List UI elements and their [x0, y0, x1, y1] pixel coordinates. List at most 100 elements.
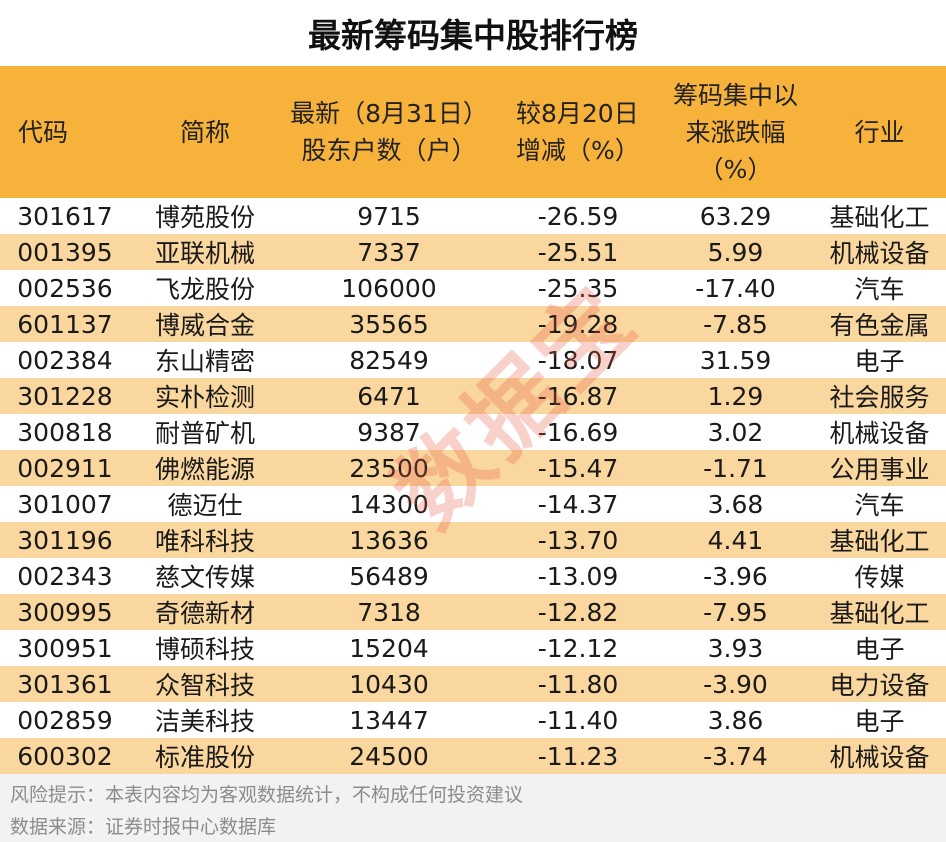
- cell-change: -14.37: [537, 489, 619, 519]
- cell-name: 唯科科技: [154, 527, 255, 556]
- table-row: 300818 耐普矿机 9387 -16.69 3.02 机械设备: [0, 414, 946, 450]
- cell-name: 东山精密: [154, 347, 255, 376]
- header-name: 简称: [179, 117, 230, 147]
- cell-holders: 9715: [357, 201, 421, 231]
- cell-change: -25.35: [537, 273, 619, 303]
- cell-holders: 14300: [349, 489, 429, 519]
- table-row: 601137 博威合金 35565 -19.28 -7.85 有色金属: [0, 306, 946, 342]
- cell-name: 标准股份: [154, 743, 255, 772]
- cell-name: 慈文传媒: [154, 563, 255, 592]
- cell-industry: 机械设备: [829, 419, 930, 448]
- cell-code: 301196: [17, 525, 113, 555]
- cell-name: 耐普矿机: [154, 419, 255, 448]
- cell-holders: 15204: [349, 633, 429, 663]
- table-row: 002536 飞龙股份 106000 -25.35 -17.40 汽车: [0, 270, 946, 306]
- cell-gain: 4.41: [707, 525, 764, 555]
- cell-code: 300995: [17, 597, 113, 627]
- table-row: 002859 洁美科技 13447 -11.40 3.86 电子: [0, 702, 946, 738]
- cell-industry: 传媒: [854, 563, 905, 592]
- cell-code: 301617: [17, 201, 113, 231]
- cell-holders: 35565: [349, 309, 429, 339]
- cell-change: -25.51: [537, 237, 619, 267]
- header-gain-line3: （%）: [698, 154, 773, 184]
- cell-change: -11.80: [537, 669, 619, 699]
- cell-change: -18.07: [537, 345, 619, 375]
- cell-name: 奇德新材: [154, 599, 255, 628]
- cell-holders: 7337: [357, 237, 421, 267]
- cell-holders: 13636: [349, 525, 429, 555]
- cell-industry: 电力设备: [829, 671, 930, 700]
- cell-name: 博威合金: [154, 311, 255, 340]
- cell-holders: 13447: [349, 705, 429, 735]
- cell-holders: 24500: [349, 741, 429, 771]
- cell-gain: 63.29: [699, 201, 772, 231]
- cell-change: -11.40: [537, 705, 619, 735]
- cell-code: 002343: [17, 561, 113, 591]
- cell-industry: 机械设备: [829, 743, 930, 772]
- cell-code: 301228: [17, 381, 113, 411]
- table-row: 002343 慈文传媒 56489 -13.09 -3.96 传媒: [0, 558, 946, 594]
- cell-name: 博苑股份: [154, 203, 255, 232]
- cell-code: 600302: [17, 741, 113, 771]
- cell-name: 洁美科技: [154, 707, 255, 736]
- cell-industry: 基础化工: [829, 599, 930, 628]
- cell-gain: -17.40: [695, 273, 776, 303]
- page-title: 最新筹码集中股排行榜: [0, 0, 946, 67]
- header-change-line1: 较8月20日: [516, 99, 639, 128]
- cell-holders: 56489: [349, 561, 429, 591]
- cell-code: 301007: [17, 489, 113, 519]
- table-row: 301196 唯科科技 13636 -13.70 4.41 基础化工: [0, 522, 946, 558]
- cell-name: 实朴检测: [154, 383, 255, 412]
- cell-gain: 3.02: [707, 417, 764, 447]
- cell-change: -12.82: [537, 597, 619, 627]
- header-holders-line1: 最新（8月31日）: [290, 99, 488, 128]
- cell-code: 002859: [17, 705, 113, 735]
- cell-code: 001395: [17, 237, 113, 267]
- header-change: 较8月20日 增减（%）: [498, 66, 658, 198]
- table-row: 300995 奇德新材 7318 -12.82 -7.95 基础化工: [0, 594, 946, 630]
- cell-holders: 9387: [357, 417, 421, 447]
- data-source: 数据来源：证券时报中心数据库: [10, 816, 277, 838]
- cell-change: -12.12: [537, 633, 619, 663]
- header-gain-line2: 来涨跌幅: [685, 117, 786, 147]
- cell-industry: 电子: [854, 635, 905, 664]
- cell-code: 301361: [17, 669, 113, 699]
- footer: 风险提示：本表内容均为客观数据统计，不构成任何投资建议 数据来源：证券时报中心数…: [0, 774, 946, 842]
- cell-gain: -7.85: [703, 309, 768, 339]
- cell-change: -16.69: [537, 417, 619, 447]
- table-row: 301228 实朴检测 6471 -16.87 1.29 社会服务: [0, 378, 946, 414]
- cell-holders: 82549: [349, 345, 429, 375]
- ranking-table: 代码 简称 最新（8月31日） 股东户数（户） 较8月20日 增减（%） 筹码集…: [0, 66, 946, 774]
- cell-gain: -1.71: [703, 453, 768, 483]
- cell-change: -11.23: [537, 741, 619, 771]
- cell-name: 众智科技: [154, 671, 255, 700]
- cell-code: 300951: [17, 633, 113, 663]
- table-row: 600302 标准股份 24500 -11.23 -3.74 机械设备: [0, 738, 946, 774]
- table-row: 002384 东山精密 82549 -18.07 31.59 电子: [0, 342, 946, 378]
- table-header-row: 代码 简称 最新（8月31日） 股东户数（户） 较8月20日 增减（%） 筹码集…: [0, 66, 946, 198]
- cell-holders: 7318: [357, 597, 421, 627]
- header-change-line2: 增减（%）: [516, 136, 640, 165]
- cell-industry: 电子: [854, 707, 905, 736]
- cell-code: 002911: [17, 453, 113, 483]
- cell-industry: 社会服务: [829, 383, 930, 412]
- cell-change: -19.28: [537, 309, 619, 339]
- cell-gain: 3.93: [707, 633, 764, 663]
- cell-holders: 6471: [357, 381, 421, 411]
- risk-note: 风险提示：本表内容均为客观数据统计，不构成任何投资建议: [10, 784, 524, 806]
- cell-industry: 基础化工: [829, 203, 930, 232]
- cell-name: 博硕科技: [154, 635, 255, 664]
- cell-gain: 3.86: [707, 705, 764, 735]
- header-holders-line2: 股东户数（户）: [301, 136, 477, 165]
- cell-industry: 汽车: [854, 275, 905, 304]
- table-row: 301007 德迈仕 14300 -14.37 3.68 汽车: [0, 486, 946, 522]
- cell-holders: 10430: [349, 669, 429, 699]
- cell-industry: 电子: [854, 347, 905, 376]
- cell-gain: 1.29: [707, 381, 764, 411]
- table-row: 301617 博苑股份 9715 -26.59 63.29 基础化工: [0, 198, 946, 234]
- cell-change: -13.09: [537, 561, 619, 591]
- cell-gain: -7.95: [703, 597, 768, 627]
- cell-industry: 汽车: [854, 491, 905, 520]
- table-row: 001395 亚联机械 7337 -25.51 5.99 机械设备: [0, 234, 946, 270]
- table-row: 301361 众智科技 10430 -11.80 -3.90 电力设备: [0, 666, 946, 702]
